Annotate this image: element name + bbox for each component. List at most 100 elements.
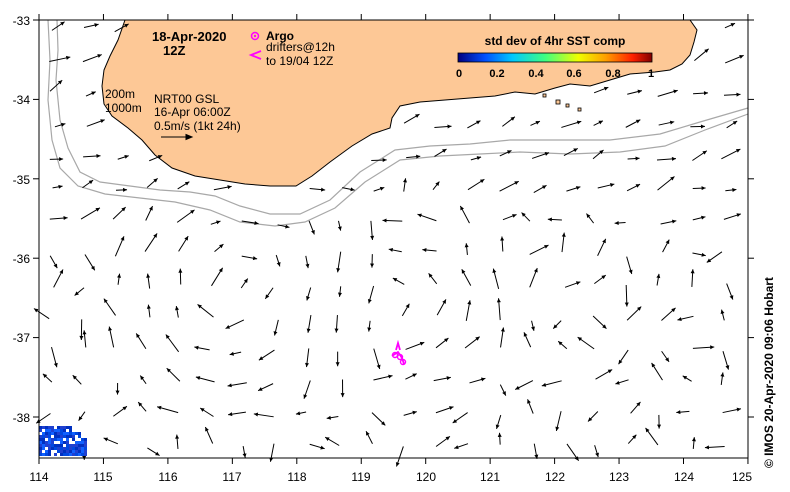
current-arrow-head bbox=[614, 220, 619, 225]
current-arrow-head bbox=[367, 299, 372, 304]
current-arrow-head bbox=[635, 156, 640, 161]
x-tick-label: 116 bbox=[158, 470, 177, 484]
sst-pixel bbox=[51, 444, 54, 447]
current-arrow-head bbox=[676, 410, 681, 415]
sst-pixel bbox=[84, 453, 87, 456]
current-arrow-head bbox=[335, 362, 340, 367]
current-arrow-head bbox=[555, 426, 560, 431]
current-arrow-head bbox=[541, 382, 547, 387]
y-axis-ticks bbox=[33, 19, 754, 418]
sst-pixel bbox=[39, 441, 42, 444]
sst-pixel bbox=[60, 432, 63, 435]
current-arrow-head bbox=[706, 258, 712, 263]
sst-pixel bbox=[54, 444, 57, 447]
sst-pixel bbox=[48, 438, 51, 441]
current-arrow-head bbox=[103, 298, 108, 304]
sst-pixel bbox=[57, 429, 60, 432]
current-arrow-head bbox=[446, 376, 451, 381]
current-arrow-head bbox=[58, 184, 63, 189]
sst-pixel bbox=[75, 444, 78, 447]
current-arrow-head bbox=[670, 176, 675, 181]
current-arrow-head bbox=[610, 183, 615, 187]
current-arrow-head bbox=[586, 213, 591, 218]
x-tick-label: 117 bbox=[222, 470, 241, 484]
sst-pixel bbox=[69, 444, 72, 447]
current-arrow-head bbox=[598, 120, 603, 125]
x-tick-label: 114 bbox=[29, 470, 48, 484]
current-arrow-head bbox=[527, 399, 531, 404]
x-tick-label: 120 bbox=[416, 470, 436, 484]
current-arrow-head bbox=[91, 91, 96, 96]
colorbar bbox=[457, 52, 653, 63]
current-arrow-head bbox=[576, 120, 582, 125]
current-arrow-head bbox=[523, 332, 528, 337]
sst-pixel bbox=[39, 447, 42, 450]
current-arrow-head bbox=[700, 124, 705, 129]
sst-pixel bbox=[39, 432, 42, 435]
current-arrow-head bbox=[701, 252, 706, 257]
current-arrow-head bbox=[691, 437, 696, 442]
current-arrow-head bbox=[702, 150, 707, 155]
sst-pixel bbox=[51, 432, 54, 435]
colorbar-title: std dev of 4hr SST comp bbox=[485, 34, 626, 48]
sst-pixel bbox=[75, 432, 78, 435]
current-arrow-head bbox=[175, 306, 179, 311]
sst-pixel bbox=[39, 438, 42, 441]
current-arrow-head bbox=[512, 214, 517, 218]
current-arrow-head bbox=[415, 114, 420, 118]
current-arrow-head bbox=[382, 218, 387, 223]
current-arrow-head bbox=[636, 401, 641, 407]
current-arrow-head bbox=[122, 187, 128, 192]
sst-pixel bbox=[42, 447, 45, 450]
current-arrow-head bbox=[320, 445, 325, 450]
current-arrow-head bbox=[665, 239, 670, 245]
current-arrow-head bbox=[303, 394, 308, 399]
sst-pixel bbox=[45, 447, 48, 450]
current-arrow-head bbox=[502, 391, 506, 396]
sst-pixel bbox=[69, 453, 72, 456]
sst-pixel bbox=[39, 444, 42, 447]
current-arrow-head bbox=[544, 152, 550, 156]
current-arrow-head bbox=[467, 300, 472, 305]
current-arrow-head bbox=[121, 207, 126, 212]
sst-pixel bbox=[81, 438, 84, 441]
current-arrow-head bbox=[155, 451, 160, 456]
sst-pixel bbox=[63, 447, 66, 450]
sst-pixel bbox=[51, 453, 54, 456]
sst-pixel bbox=[60, 429, 63, 432]
current-arrow-head bbox=[673, 89, 678, 94]
current-arrow-head bbox=[736, 92, 741, 97]
sst-pixel bbox=[81, 453, 84, 456]
sst-pixel bbox=[75, 450, 78, 453]
current-arrow-head bbox=[376, 364, 381, 369]
current-arrow-head bbox=[492, 268, 497, 273]
current-arrow-head bbox=[677, 317, 682, 322]
sst-pixel bbox=[84, 450, 87, 453]
current-arrow-head bbox=[157, 405, 162, 410]
current-arrow-head bbox=[53, 362, 58, 368]
current-arrow-head bbox=[258, 356, 264, 361]
sst-pixel bbox=[60, 435, 63, 438]
sst-pixel bbox=[57, 444, 60, 447]
current-arrow-head bbox=[602, 324, 607, 329]
current-arrow-head bbox=[122, 406, 127, 411]
argo-float-markers bbox=[391, 351, 407, 366]
sst-pixel bbox=[51, 447, 54, 450]
sst-pixel bbox=[72, 438, 75, 441]
current-arrow-head bbox=[515, 385, 520, 390]
current-arrow-head bbox=[295, 411, 301, 416]
sst-pixel bbox=[78, 438, 81, 441]
argo-label: Argo bbox=[266, 29, 294, 43]
sst-pixel bbox=[69, 438, 72, 441]
sst-pixel bbox=[81, 444, 84, 447]
current-arrow-head bbox=[656, 273, 661, 279]
product-name: NRT00 GSL bbox=[154, 92, 219, 106]
current-arrow-head bbox=[227, 383, 232, 388]
current-arrow-head bbox=[422, 248, 427, 253]
current-arrow-head bbox=[736, 213, 741, 218]
current-arrow-head bbox=[337, 292, 342, 297]
sst-pixel bbox=[69, 447, 72, 450]
current-arrow-head bbox=[388, 247, 394, 252]
current-arrow-head bbox=[157, 155, 163, 159]
y-axis-labels: -33 -34 -35 -36 -37 -38 bbox=[13, 14, 31, 425]
